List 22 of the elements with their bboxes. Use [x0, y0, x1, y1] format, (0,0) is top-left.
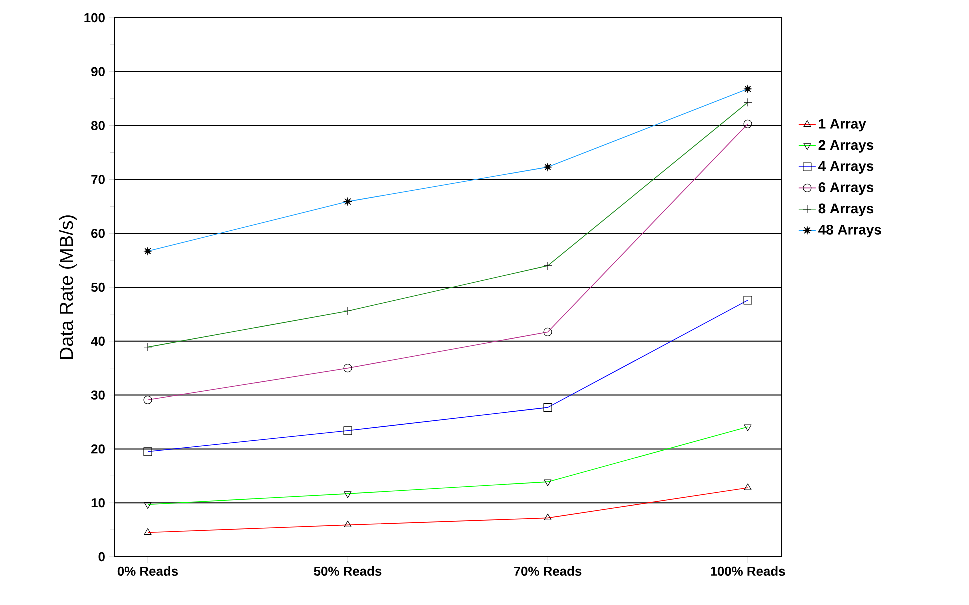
y-axis-title: Data Rate (MB/s) [59, 216, 78, 360]
x-tick-label: 100% Reads [711, 566, 786, 576]
y-tick-label: 70 [92, 175, 105, 184]
y-tick-label: 30 [91, 390, 105, 400]
x-tick-label: 70% Reads [514, 566, 582, 576]
y-tick-label: 100 [84, 13, 105, 23]
legend-label: 2 Arrays [818, 140, 874, 153]
y-tick-label: 60 [92, 229, 105, 238]
y-tick-label: 90 [92, 67, 105, 76]
y-tick-label: 0 [98, 552, 105, 562]
y-tick-label: 40 [91, 336, 105, 346]
legend-label: 48 Arrays [818, 224, 882, 238]
y-tick-label: 10 [92, 498, 105, 508]
y-tick-label: 80 [91, 121, 105, 130]
x-tick-label: 0% Reads [118, 566, 178, 576]
legend-label: 4 Arrays [818, 161, 874, 174]
x-tick-label: 50% Reads [314, 566, 382, 576]
legend-label: 6 Arrays [818, 182, 874, 196]
legend-label: 1 Array [819, 119, 866, 132]
legend-label: 8 Arrays [818, 204, 874, 216]
y-tick-label: 20 [92, 444, 105, 454]
y-tick-label: 50 [91, 282, 105, 292]
